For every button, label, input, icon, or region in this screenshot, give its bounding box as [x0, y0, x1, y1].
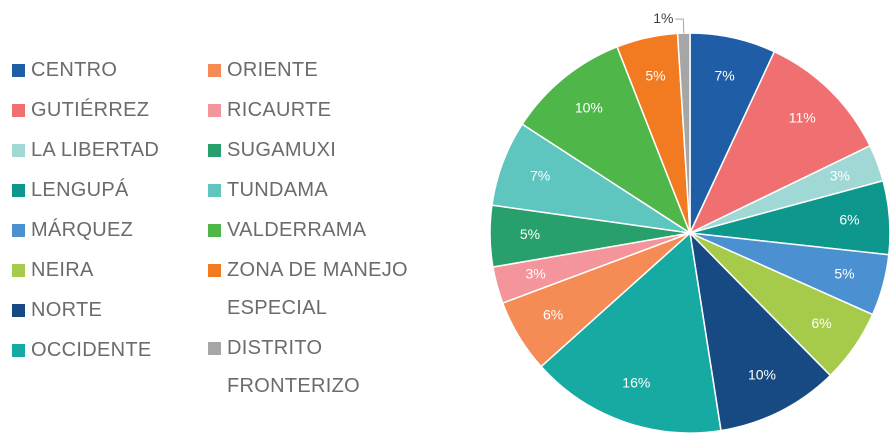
legend-swatch [12, 64, 25, 77]
legend-swatch [208, 342, 221, 355]
pie-slice [540, 231, 722, 434]
legend-item: VALDERRAMA [208, 211, 447, 249]
legend-item: LENGUPÁ [12, 171, 159, 209]
data-label: 7% [714, 67, 734, 83]
legend-label: OCCIDENTE [31, 339, 152, 361]
leader-line [675, 18, 685, 34]
data-label: 6% [839, 211, 859, 227]
legend-item: ORIENTE [208, 51, 447, 89]
pie-slice [521, 45, 692, 235]
legend-item: RICAURTE [208, 91, 447, 129]
legend-item: OCCIDENTE [12, 331, 159, 369]
data-label: 3% [525, 266, 545, 282]
legend-label: MÁRQUEZ [31, 219, 134, 241]
data-label: 3% [830, 168, 850, 184]
legend-label: ZONA DE MANEJO ESPECIAL [227, 259, 408, 319]
legend-item: SUGAMUXI [208, 131, 447, 169]
legend-label: TUNDAMA [227, 179, 328, 201]
data-label: 10% [575, 100, 603, 116]
legend-swatch [12, 144, 25, 157]
legend-item: NORTE [12, 291, 159, 329]
legend-item: MÁRQUEZ [12, 211, 159, 249]
pie-slice [688, 230, 832, 432]
legend-item: NEIRA [12, 251, 159, 289]
legend-item: ZONA DE MANEJO ESPECIAL [208, 251, 447, 327]
legend-swatch [208, 64, 221, 77]
legend-column: CENTRO GUTIÉRREZ LA LIBERTAD LENGUPÁ MÁRQUEZ… [12, 51, 159, 369]
legend-swatch [12, 224, 25, 237]
legend-label: SUGAMUXI [227, 139, 337, 161]
legend-swatch [12, 184, 25, 197]
data-label: 16% [622, 374, 650, 390]
data-label: 6% [811, 315, 831, 331]
legend-item: GUTIÉRREZ [12, 91, 159, 129]
legend-item: TUNDAMA [208, 171, 447, 209]
legend-swatch [208, 264, 221, 277]
legend-label: NEIRA [31, 259, 94, 281]
data-label: 10% [748, 367, 776, 383]
legend-item: DISTRITO FRONTERIZO [208, 329, 447, 405]
pie-slice [676, 32, 691, 234]
legend-swatch [208, 224, 221, 237]
data-label: 7% [530, 168, 550, 184]
data-label: 1% [653, 10, 673, 26]
data-label: 5% [520, 226, 540, 242]
legend-swatch [208, 184, 221, 197]
legend-label: CENTRO [31, 59, 118, 81]
data-label: 5% [834, 266, 854, 282]
legend-swatch [12, 344, 25, 357]
legend-item: CENTRO [12, 51, 159, 89]
legend-label: RICAURTE [227, 99, 332, 121]
legend-swatch [208, 104, 221, 117]
legend-column: ORIENTE RICAURTE SUGAMUXI TUNDAMA VALDERRAMA… [208, 51, 447, 405]
legend-swatch [12, 264, 25, 277]
legend-label: LA LIBERTAD [31, 139, 160, 161]
legend-item: LA LIBERTAD [12, 131, 159, 169]
legend-swatch [12, 104, 25, 117]
legend-label: NORTE [31, 299, 103, 321]
legend-swatch [208, 144, 221, 157]
data-label: 5% [645, 67, 665, 83]
legend-label: VALDERRAMA [227, 219, 367, 241]
legend-swatch [12, 304, 25, 317]
legend-label: LENGUPÁ [31, 179, 129, 201]
legend-label: GUTIÉRREZ [31, 99, 150, 121]
data-label: 6% [543, 307, 563, 323]
pie-slice [688, 50, 872, 235]
data-label: 11% [789, 110, 816, 126]
legend-label: ORIENTE [227, 59, 318, 81]
legend-label: DISTRITO FRONTERIZO [227, 337, 360, 397]
